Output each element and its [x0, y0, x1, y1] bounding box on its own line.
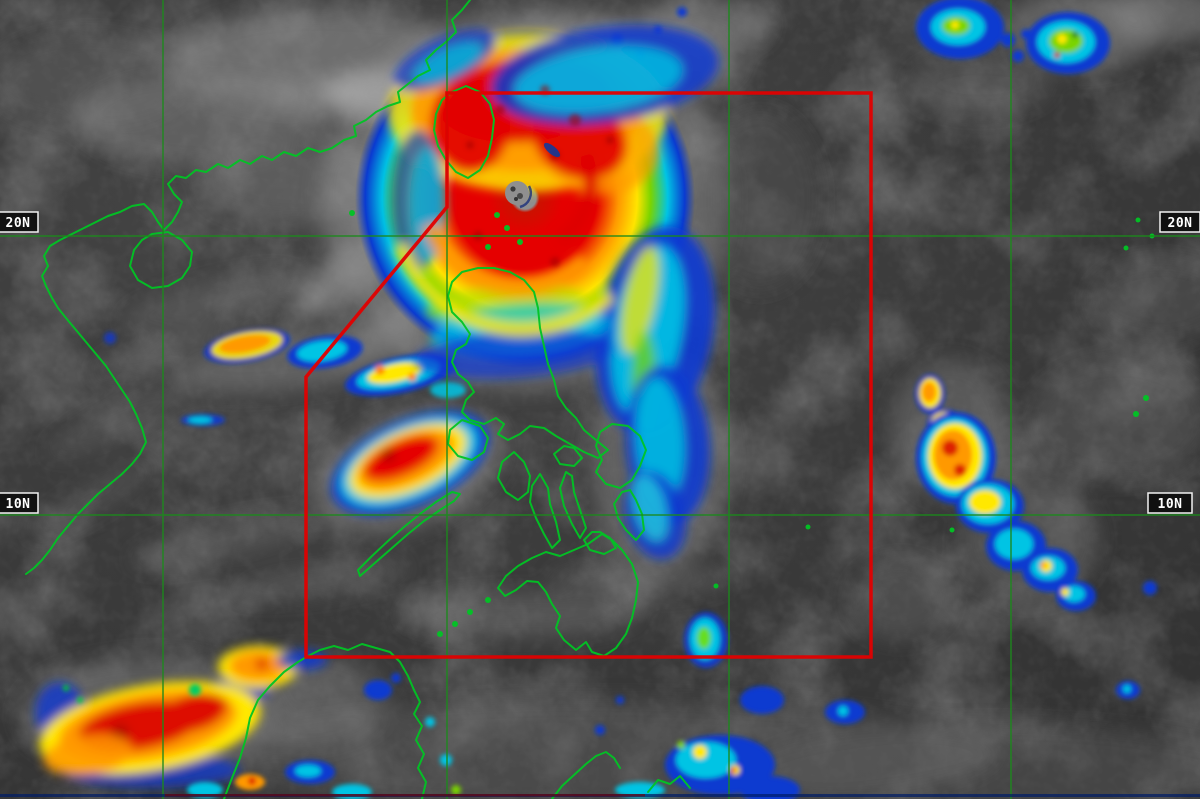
coastline-taiwan	[433, 85, 495, 179]
convection-bottom-left	[35, 646, 327, 788]
coastline-halmahera	[647, 775, 691, 793]
bottom-frame-line	[0, 794, 1200, 797]
lat-label-20n-left-text: 20N	[6, 216, 31, 231]
lat-label-20n-right: 20N	[1159, 211, 1200, 233]
convection-east-band	[915, 374, 1157, 699]
coastline-mindoro	[447, 419, 489, 461]
coastline-mindanao	[497, 533, 639, 657]
typhoon-eye	[505, 142, 561, 209]
coastline-palawan	[357, 491, 461, 577]
lat-label-10n-right-text: 10N	[1158, 497, 1183, 512]
coastline-masbate	[553, 445, 583, 467]
coastline-panay	[497, 451, 531, 501]
coastline-borneo	[223, 643, 427, 799]
coastline-bohol	[583, 531, 617, 555]
coastline-leyte	[613, 489, 645, 541]
lat-label-10n-left: 10N	[0, 492, 39, 514]
lat-label-20n-left: 20N	[0, 211, 39, 233]
coastline-cebu	[559, 471, 587, 539]
coastline-samar	[595, 423, 647, 489]
coastline-luzon	[447, 267, 609, 459]
coastline-negros	[529, 473, 561, 549]
convection-bottom-specks	[63, 612, 865, 799]
lat-label-10n-left-text: 10N	[6, 497, 31, 512]
lat-label-20n-right-text: 20N	[1168, 216, 1193, 231]
coastline-sulawesi	[551, 751, 621, 799]
lat-label-10n-right: 10N	[1147, 492, 1193, 514]
par-boundary	[304, 91, 873, 659]
coastline-hainan	[129, 231, 193, 289]
coastlines	[25, 0, 1155, 799]
island-specks	[349, 210, 1155, 637]
coastline-china	[25, 0, 471, 575]
